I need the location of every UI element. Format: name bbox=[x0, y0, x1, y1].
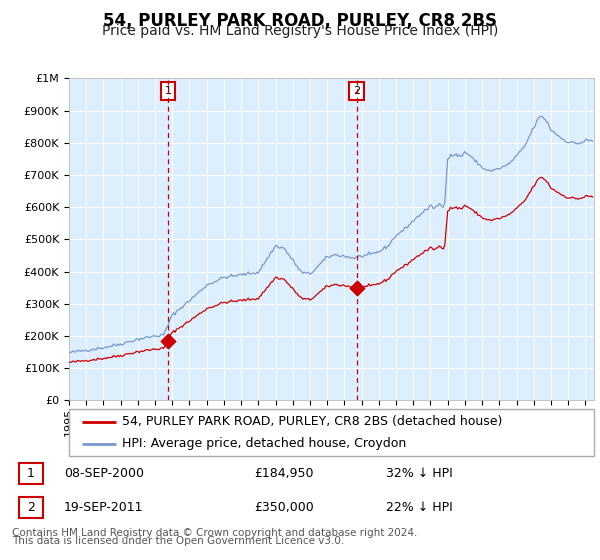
Bar bbox=[168, 78, 357, 400]
Text: HPI: Average price, detached house, Croydon: HPI: Average price, detached house, Croy… bbox=[121, 437, 406, 450]
Point bbox=[352, 283, 362, 292]
Text: 2: 2 bbox=[353, 86, 361, 96]
Text: 08-SEP-2000: 08-SEP-2000 bbox=[64, 467, 144, 480]
Text: 19-SEP-2011: 19-SEP-2011 bbox=[64, 501, 143, 514]
Text: £350,000: £350,000 bbox=[254, 501, 314, 514]
FancyBboxPatch shape bbox=[19, 497, 43, 518]
Text: 1: 1 bbox=[27, 467, 35, 480]
Text: 32% ↓ HPI: 32% ↓ HPI bbox=[386, 467, 453, 480]
Text: 2: 2 bbox=[27, 501, 35, 514]
Text: Contains HM Land Registry data © Crown copyright and database right 2024.: Contains HM Land Registry data © Crown c… bbox=[12, 528, 418, 538]
Text: This data is licensed under the Open Government Licence v3.0.: This data is licensed under the Open Gov… bbox=[12, 536, 344, 547]
Text: 54, PURLEY PARK ROAD, PURLEY, CR8 2BS (detached house): 54, PURLEY PARK ROAD, PURLEY, CR8 2BS (d… bbox=[121, 415, 502, 428]
FancyBboxPatch shape bbox=[19, 463, 43, 484]
Text: 54, PURLEY PARK ROAD, PURLEY, CR8 2BS: 54, PURLEY PARK ROAD, PURLEY, CR8 2BS bbox=[103, 12, 497, 30]
Text: £184,950: £184,950 bbox=[254, 467, 313, 480]
Text: 22% ↓ HPI: 22% ↓ HPI bbox=[386, 501, 453, 514]
Point bbox=[163, 337, 173, 346]
Text: Price paid vs. HM Land Registry's House Price Index (HPI): Price paid vs. HM Land Registry's House … bbox=[102, 24, 498, 38]
Text: 1: 1 bbox=[164, 86, 172, 96]
